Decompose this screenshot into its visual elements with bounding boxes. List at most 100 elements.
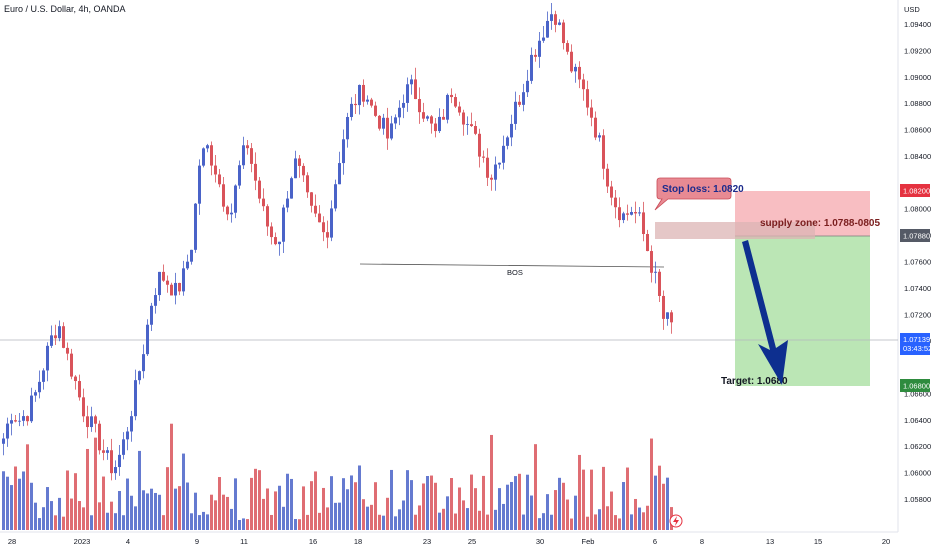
candle-body bbox=[230, 212, 233, 215]
volume-bar bbox=[134, 506, 137, 530]
candle-body bbox=[226, 206, 229, 215]
volume-bar bbox=[558, 477, 561, 530]
candle-body bbox=[518, 101, 521, 105]
volume-bar bbox=[386, 497, 389, 530]
candle-body bbox=[162, 271, 165, 281]
volume-bar bbox=[242, 518, 245, 530]
volume-bar bbox=[282, 506, 285, 530]
candle-body bbox=[6, 423, 9, 439]
down-arrow-icon bbox=[742, 240, 788, 385]
volume-bar bbox=[510, 481, 513, 530]
candle-body bbox=[46, 345, 49, 371]
candle-body bbox=[18, 420, 21, 422]
volume-bar bbox=[226, 496, 229, 530]
volume-bar bbox=[322, 487, 325, 530]
time-tick-label: 20 bbox=[882, 537, 890, 546]
candle-body bbox=[362, 84, 365, 102]
candle-body bbox=[258, 180, 261, 199]
supply-zone-label: supply zone: 1.0788-0805 bbox=[760, 218, 880, 229]
volume-bar bbox=[514, 476, 517, 530]
candle-body bbox=[630, 212, 633, 215]
candle-body bbox=[658, 271, 661, 296]
candle-body bbox=[54, 335, 57, 339]
candle-body bbox=[138, 371, 141, 381]
candle-body bbox=[10, 420, 13, 424]
stop-loss-callout: Stop loss: 1.0820 bbox=[654, 177, 744, 211]
volume-bar bbox=[546, 494, 549, 530]
price-tick-label: 1.08800 bbox=[904, 99, 931, 108]
candle-body bbox=[234, 185, 237, 213]
candle-body bbox=[550, 14, 553, 21]
volume-bar bbox=[402, 500, 405, 530]
candle-body bbox=[118, 454, 121, 468]
volume-bar bbox=[458, 487, 461, 530]
candle-body bbox=[590, 107, 593, 118]
candle-body bbox=[202, 148, 205, 166]
candle-body bbox=[670, 312, 673, 323]
volume-bar bbox=[522, 514, 525, 530]
volume-bar bbox=[342, 478, 345, 530]
currency-label: USD bbox=[904, 5, 920, 14]
volume-bar bbox=[30, 482, 33, 530]
candle-body bbox=[74, 376, 77, 382]
volume-bar bbox=[658, 465, 661, 530]
volume-bar bbox=[478, 510, 481, 530]
volume-bars bbox=[2, 423, 673, 530]
volume-bar bbox=[542, 513, 545, 530]
candle-body bbox=[434, 123, 437, 132]
volume-bar bbox=[366, 506, 369, 530]
candle-body bbox=[350, 103, 353, 118]
volume-bar bbox=[534, 444, 537, 530]
target-price-badge: 1.06800 bbox=[900, 379, 930, 392]
candle-body bbox=[166, 280, 169, 285]
candle-body bbox=[150, 305, 153, 325]
volume-bar bbox=[610, 491, 613, 530]
volume-bar bbox=[398, 509, 401, 530]
entry-price-badge: 1.07880 bbox=[900, 229, 930, 242]
volume-bar bbox=[630, 514, 633, 530]
price-tick-label: 1.06400 bbox=[904, 416, 931, 425]
alert-icon[interactable] bbox=[669, 514, 683, 528]
volume-bar bbox=[554, 490, 557, 530]
candle-body bbox=[662, 295, 665, 319]
candle-body bbox=[254, 163, 257, 181]
candle-body bbox=[306, 175, 309, 193]
volume-bar bbox=[146, 493, 149, 530]
candle-body bbox=[178, 282, 181, 292]
volume-bar bbox=[602, 466, 605, 530]
candle-body bbox=[330, 208, 333, 238]
volume-bar bbox=[114, 513, 117, 530]
volume-bar bbox=[338, 502, 341, 530]
candle-body bbox=[402, 102, 405, 108]
volume-bar bbox=[298, 519, 301, 530]
candle-body bbox=[414, 79, 417, 100]
volume-bar bbox=[258, 470, 261, 530]
volume-bar bbox=[294, 519, 297, 530]
candle-body bbox=[582, 79, 585, 90]
candle-body bbox=[126, 431, 129, 440]
price-tick-label: 1.07400 bbox=[904, 284, 931, 293]
candle-body bbox=[50, 335, 53, 346]
volume-bar bbox=[138, 450, 141, 530]
candle-body bbox=[194, 203, 197, 250]
volume-bar bbox=[378, 514, 381, 530]
candle-body bbox=[406, 84, 409, 103]
candle-body bbox=[146, 324, 149, 355]
volume-bar bbox=[394, 516, 397, 530]
candle-body bbox=[342, 139, 345, 164]
volume-bar bbox=[626, 467, 629, 530]
candle-body bbox=[390, 123, 393, 139]
candle-body bbox=[206, 145, 209, 149]
current-price-badge: 1.07139 03:43:52 bbox=[900, 333, 932, 355]
volume-bar bbox=[470, 474, 473, 530]
supply-zone bbox=[655, 222, 815, 239]
candle-body bbox=[410, 79, 413, 85]
volume-bar bbox=[46, 487, 49, 530]
candle-body bbox=[502, 145, 505, 163]
candle-body bbox=[618, 207, 621, 221]
volume-bar bbox=[494, 509, 497, 530]
volume-bar bbox=[194, 492, 197, 530]
candle-body bbox=[14, 420, 17, 422]
price-tick-label: 1.09400 bbox=[904, 20, 931, 29]
